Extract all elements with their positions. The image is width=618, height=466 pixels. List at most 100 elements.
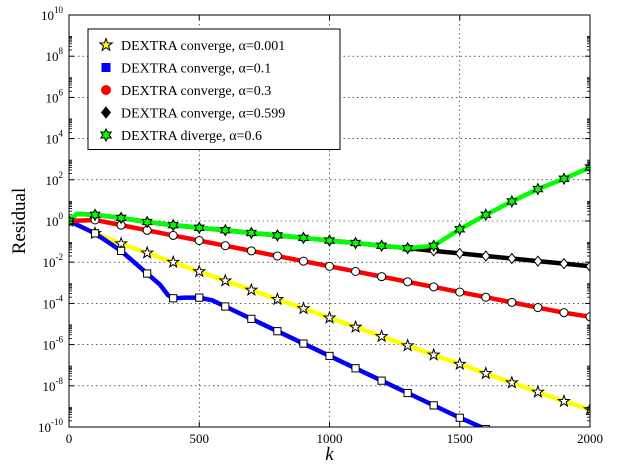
y-tick-base: 10 [46,49,59,64]
data-point [403,277,413,287]
y-tick-base: 10 [41,8,54,23]
y-tick-label: 100 [46,211,64,229]
legend-item: DEXTRA converge, α=0.599 [100,106,285,122]
y-tick-base: 10 [46,173,59,188]
y-tick-exponent: -2 [56,252,64,262]
data-point [507,252,517,265]
data-point [377,272,387,282]
data-point [90,229,100,238]
data-point [429,401,438,410]
data-point [101,63,111,72]
data-point [270,291,285,306]
legend-label: DEXTRA converge, α=0.3 [121,84,271,99]
data-point [375,239,388,253]
legend-label: DEXTRA converge, α=0.001 [121,39,285,54]
y-tick-label: 102 [46,170,64,188]
data-point [272,251,282,261]
y-tick-label: 108 [46,46,64,64]
x-tick-label: 0 [66,431,73,446]
data-point [351,364,360,373]
data-point [532,182,544,196]
legend: DEXTRA converge, α=0.001 DEXTRA converge,… [87,28,341,150]
data-point [403,388,412,398]
legend-item: DEXTRA converge, α=0.3 [101,84,271,99]
data-point [401,241,414,255]
y-tick-label: 10-8 [43,376,64,394]
data-point [374,328,389,343]
data-point [246,246,256,256]
data-point [296,301,311,315]
x-tick-label: 1000 [317,431,343,446]
data-point [455,413,464,422]
series-line [69,218,487,427]
series-layer [69,160,590,427]
y-tick-base: 10 [46,214,59,229]
y-tick-exponent: 10 [54,5,64,15]
data-point [478,366,493,380]
y-axis-label: Residual [9,188,30,255]
data-point [507,297,517,307]
data-point [298,256,309,266]
y-tick-label: 10-4 [43,293,64,311]
data-point [221,302,230,311]
data-point [481,292,491,302]
data-point [506,194,518,208]
y-tick-label: 10-6 [43,335,64,353]
data-point [169,294,178,303]
legend-item: DEXTRA converge, α=0.001 [98,36,285,54]
data-point [585,312,590,322]
data-point [218,273,233,287]
x-axis-label: k [325,444,334,465]
data-point [273,327,282,336]
data-point [559,257,569,270]
data-point [377,376,386,385]
y-tick-label: 1010 [41,5,64,23]
y-tick-exponent: 6 [59,87,64,97]
y-tick-base: 10 [46,90,59,105]
data-point [101,85,111,95]
data-point [100,106,112,119]
y-tick-label: 10-10 [38,417,63,435]
data-point [193,221,205,235]
data-point [166,254,181,269]
y-tick-exponent: 4 [59,129,64,139]
data-point [349,236,362,250]
data-point [348,319,363,334]
data-point [89,208,101,222]
legend-item: DEXTRA diverge, α=0.6 [99,127,262,144]
data-point [194,236,204,246]
data-point [455,287,465,297]
y-tick-base: 10 [43,255,56,270]
data-point [247,314,256,323]
x-tick-label: 2000 [577,431,603,446]
x-tick-label: 500 [190,431,210,446]
series-3 [69,215,590,322]
data-point [117,246,126,255]
y-tick-exponent: 8 [59,46,64,56]
y-tick-base: 10 [43,379,56,394]
data-point [582,402,590,416]
data-point [324,261,335,271]
y-tick-exponent: -8 [56,376,64,386]
data-point [140,245,155,259]
axis-ticks: 0 500 1000 1500 200010-1010-810-610-410-2100… [38,5,603,446]
data-point [99,127,113,143]
data-point [195,293,204,302]
data-point [271,228,284,242]
y-tick-label: 104 [46,129,64,147]
data-point [556,393,571,408]
data-point [299,339,308,348]
y-tick-base: 10 [46,132,59,147]
data-point [143,269,152,278]
y-tick-base: 10 [38,420,51,435]
y-tick-exponent: 2 [59,170,64,180]
data-point [141,215,153,229]
data-point [325,351,334,361]
data-point [504,375,519,389]
data-point [245,226,258,240]
legend-item: DEXTRA converge, α=0.1 [101,62,271,77]
data-point [455,247,465,260]
y-tick-base: 10 [43,338,56,353]
data-point [351,266,361,277]
